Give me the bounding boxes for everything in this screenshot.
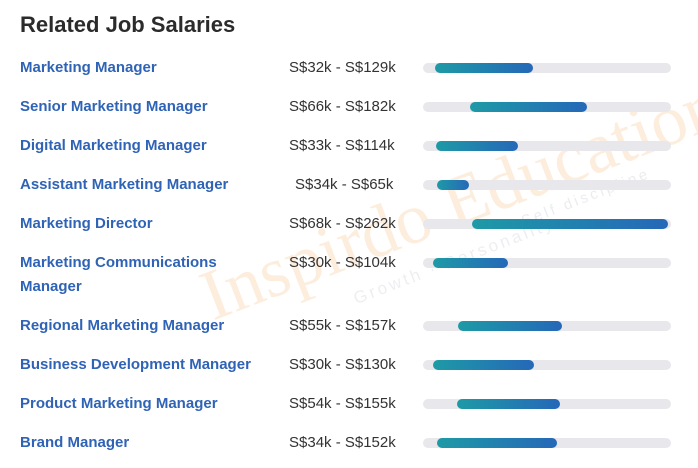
salary-range-track [423,102,671,112]
job-title-link[interactable]: Marketing Manager [20,59,157,76]
salary-range-track [423,321,671,331]
salary-range: S$32k - S$129k [289,59,396,76]
salary-range: S$68k - S$262k [289,215,396,232]
salary-range-track [423,360,671,370]
salary-range-track [423,180,671,190]
salary-range: S$54k - S$155k [289,395,396,412]
job-title-link[interactable]: Brand Manager [20,434,130,451]
salary-range-bar [433,360,535,370]
salary-range-bar [437,438,557,448]
salary-range: S$66k - S$182k [289,98,396,115]
job-title-link[interactable]: Assistant Marketing Manager [20,176,229,193]
job-title-link[interactable]: Marketing Communications Manager [20,254,217,295]
salary-range: S$30k - S$104k [289,254,396,271]
salary-range-bar [433,258,508,268]
salary-range: S$30k - S$130k [289,356,396,373]
salary-range-track [423,438,671,448]
job-title-link[interactable]: Product Marketing Manager [20,395,218,412]
salary-range-bar [469,102,587,112]
job-title-link[interactable]: Senior Marketing Manager [20,98,208,115]
job-title-link[interactable]: Marketing Director [20,215,153,232]
salary-range-track [423,399,671,409]
salary-range-bar [436,141,519,151]
salary-range-bar [457,399,560,409]
salary-range-track [423,258,671,268]
job-title-link[interactable]: Business Development Manager [20,356,251,373]
salary-range-track [423,219,671,229]
salary-range-bar [435,63,534,73]
job-title-link[interactable]: Digital Marketing Manager [20,137,207,154]
salary-range: S$55k - S$157k [289,317,396,334]
salary-range: S$34k - S$152k [289,434,396,451]
salary-range-track [423,63,671,73]
salary-range-track [423,141,671,151]
salary-range: S$33k - S$114k [289,137,395,154]
job-title-link[interactable]: Regional Marketing Manager [20,317,225,334]
salary-range: S$34k - S$65k [295,176,394,193]
salary-range-bar [437,180,469,190]
section-title: Related Job Salaries [20,12,236,37]
salary-range-bar [471,219,668,229]
salary-range-bar [458,321,562,331]
